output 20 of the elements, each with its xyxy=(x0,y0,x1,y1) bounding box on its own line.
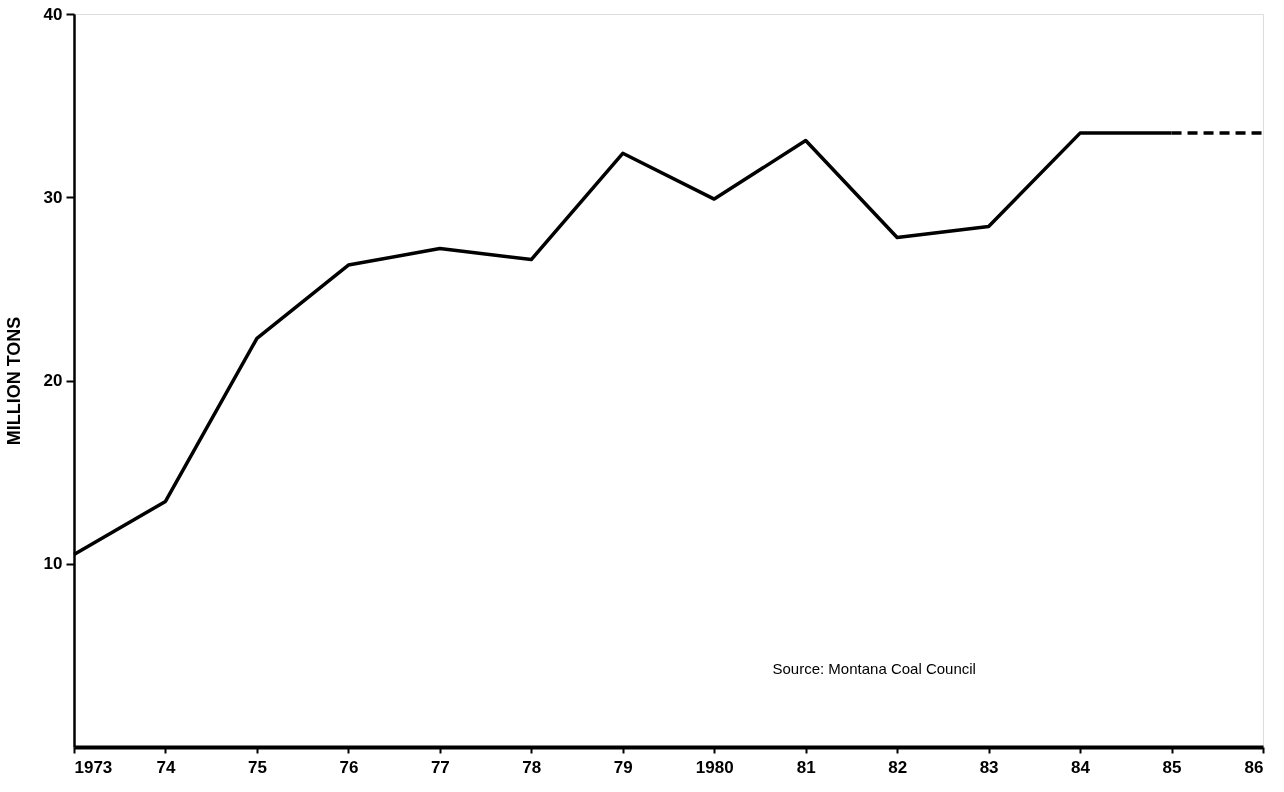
x-tick-label: 85 xyxy=(1162,757,1182,777)
x-tick-label: 77 xyxy=(430,757,450,777)
x-tick-label: 83 xyxy=(979,757,999,777)
x-tick-label: 1980 xyxy=(695,757,734,777)
x-tick-label: 86 xyxy=(1244,757,1264,777)
x-tick-label: 75 xyxy=(247,757,267,777)
y-tick-label: 20 xyxy=(43,371,63,390)
x-tick-label: 82 xyxy=(888,757,908,777)
x-tick-label: 76 xyxy=(339,757,359,777)
y-tick-label: 40 xyxy=(43,4,63,24)
y-tick-label: 10 xyxy=(43,554,63,574)
x-tick-label: 74 xyxy=(156,757,176,777)
x-tick-label: 84 xyxy=(1071,757,1091,777)
y-axis-title: MILLION TONS xyxy=(3,316,24,446)
y-tick-label: 30 xyxy=(43,187,63,207)
x-tick-label: 81 xyxy=(796,757,816,777)
x-tick-label: 79 xyxy=(613,757,633,777)
annotation: Source: Montana Coal Council xyxy=(772,660,976,678)
x-tick-label: 1973 xyxy=(74,757,113,777)
x-tick-label: 78 xyxy=(522,757,542,777)
